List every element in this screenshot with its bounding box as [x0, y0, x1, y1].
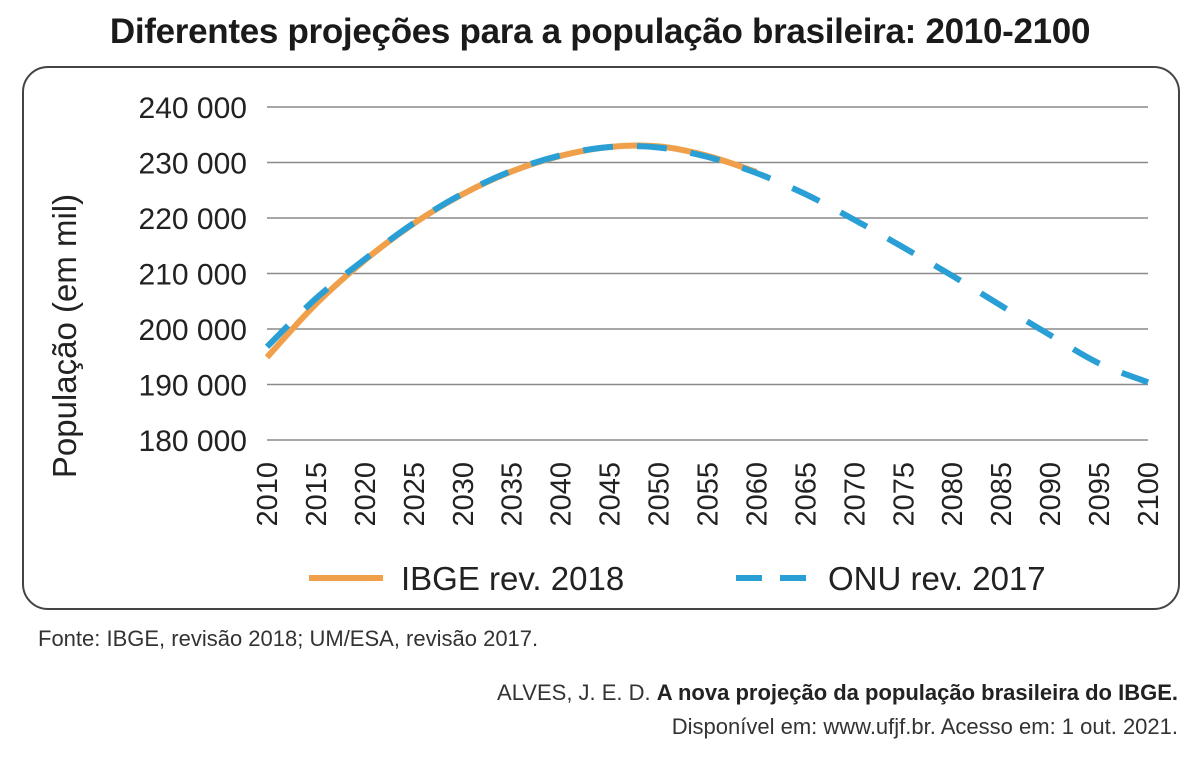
grid-lines	[267, 106, 1148, 441]
y-tick-label: 220 000	[139, 203, 247, 236]
x-tick-label: 2030	[448, 462, 480, 527]
x-tick-label: 2025	[399, 462, 431, 527]
citation-author: ALVES, J. E. D.	[497, 680, 651, 705]
citation: ALVES, J. E. D. A nova projeção da popul…	[497, 676, 1178, 744]
series-line-ibge-rev-2018	[264, 142, 758, 360]
y-tick-label: 200 000	[139, 314, 247, 347]
series-line-onu-rev-2017	[264, 143, 1150, 386]
series-lines	[264, 142, 1150, 386]
legend-label-onu-rev-2017: ONU rev. 2017	[828, 560, 1046, 597]
x-tick-label: 2045	[595, 462, 627, 527]
y-tick-label: 230 000	[139, 148, 247, 181]
x-tick-label: 2040	[546, 462, 578, 527]
x-tick-labels: 2010 2015 2020 2025 2030 2035 2040 2045 2050 2055…	[252, 462, 1165, 527]
citation-line-1: ALVES, J. E. D. A nova projeção da popul…	[497, 676, 1178, 710]
y-tick-label: 240 000	[139, 92, 247, 125]
x-tick-label: 2015	[301, 462, 333, 527]
y-tick-label: 180 000	[139, 425, 247, 458]
x-tick-label: 2060	[741, 462, 773, 527]
citation-availability: Disponível em: www.ufjf.br. Acesso em: 1…	[671, 714, 1178, 739]
chart-frame: 180 000 190 000 200 000 210 000 220 000 230 0…	[22, 66, 1180, 610]
chart-title: Diferentes projeções para a população br…	[109, 12, 1091, 51]
x-tick-label: 2070	[839, 462, 871, 527]
x-tick-label: 2080	[937, 462, 969, 527]
y-axis-label: População (em mil)	[46, 194, 83, 478]
x-tick-label: 2090	[1035, 462, 1067, 527]
citation-title: A nova projeção da população brasileira …	[656, 680, 1178, 705]
x-tick-label: 2020	[350, 462, 382, 527]
x-tick-label: 2075	[888, 462, 920, 527]
legend-label-ibge-rev-2018: IBGE rev. 2018	[401, 560, 624, 597]
x-tick-label: 2065	[790, 462, 822, 527]
x-tick-label: 2055	[693, 462, 725, 527]
x-tick-label: 2050	[644, 462, 676, 527]
y-tick-labels: 180 000 190 000 200 000 210 000 220 000 230 0…	[139, 92, 247, 458]
y-tick-label: 190 000	[139, 370, 247, 403]
source-note: Fonte: IBGE, revisão 2018; UM/ESA, revis…	[38, 626, 539, 651]
x-tick-label: 2035	[497, 462, 529, 527]
chart-svg: 180 000 190 000 200 000 210 000 220 000 230 0…	[46, 92, 1165, 597]
x-tick-label: 2100	[1133, 462, 1165, 527]
x-tick-label: 2010	[252, 462, 284, 527]
x-tick-label: 2095	[1084, 462, 1116, 527]
legend: IBGE rev. 2018 ONU rev. 2017	[309, 560, 1046, 597]
y-tick-label: 210 000	[139, 259, 247, 292]
x-tick-label: 2085	[986, 462, 1018, 527]
